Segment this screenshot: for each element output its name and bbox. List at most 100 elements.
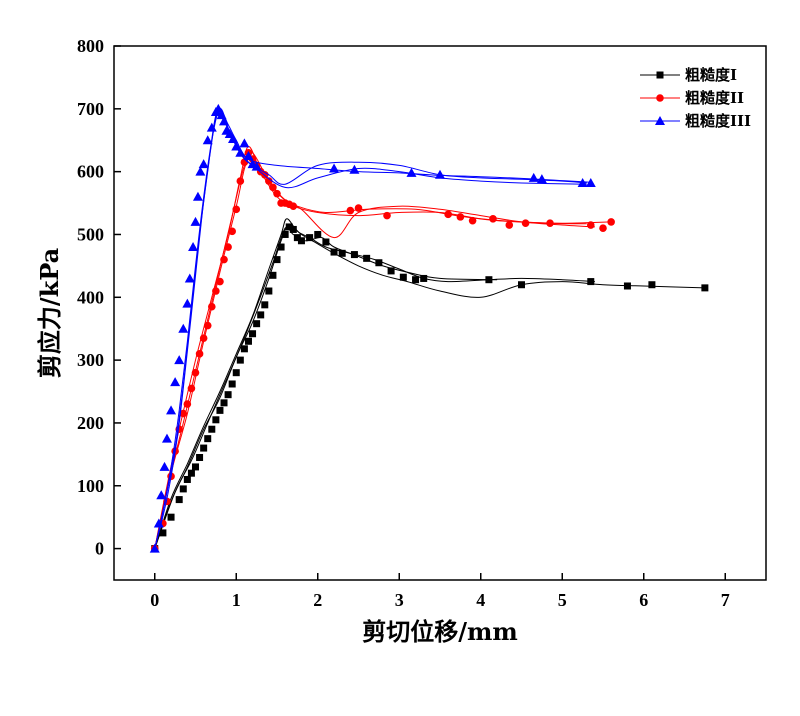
x-tick-label: 0 [150, 590, 159, 610]
series-2-point [289, 202, 298, 210]
plot-frame [113, 45, 767, 581]
series-2-point [212, 287, 220, 295]
series-2 [150, 146, 615, 553]
series-3-point [406, 167, 417, 177]
series-2-point [265, 177, 273, 185]
series-1-point [192, 463, 199, 471]
series-2-point [228, 227, 236, 236]
series-3-point [585, 177, 596, 187]
series-3-point [188, 242, 199, 252]
series-2-point [220, 255, 228, 264]
series-3-point [182, 298, 193, 308]
series-3 [149, 103, 596, 553]
series-3-point [227, 133, 238, 143]
series-2-point [224, 243, 232, 251]
series-3-point [149, 543, 160, 553]
series-3-point [239, 138, 250, 148]
series-2-point [586, 221, 595, 229]
series-1-point [387, 267, 395, 275]
series-1-point [220, 399, 228, 407]
series-1-point [587, 278, 595, 286]
series-1-point [244, 337, 252, 345]
series-1-point [253, 320, 261, 328]
series-2-point [346, 206, 355, 215]
series-2-point [203, 321, 212, 330]
x-tick-label: 5 [558, 590, 567, 610]
series-3-point [190, 216, 201, 226]
series-2-point [236, 177, 245, 185]
series-1-point [485, 276, 493, 284]
series-layer [149, 103, 709, 553]
series-1-point [159, 529, 167, 537]
series-2-point [444, 210, 452, 219]
y-tick-label: 300 [77, 350, 104, 370]
series-2-point [195, 350, 204, 358]
series-2-point [383, 211, 391, 220]
series-1-point [420, 274, 428, 282]
series-2-point [208, 302, 216, 311]
series-1-point [293, 234, 301, 242]
series-1-point [289, 225, 297, 233]
x-tick-label: 7 [721, 590, 730, 610]
series-1-point [285, 223, 293, 231]
series-3-point [435, 169, 445, 179]
series-1-point [412, 276, 420, 284]
series-1-line [154, 224, 705, 549]
series-1-point [399, 273, 407, 281]
series-3-point [202, 135, 213, 145]
axis-ticks: 0 1 2 3 4 5 6 7 0 100 200 300 400 500 600 700 800 [77, 36, 730, 610]
y-tick-label: 0 [95, 539, 104, 559]
series-1-point [236, 356, 244, 364]
series-3-point [161, 433, 172, 443]
series-1-point [261, 301, 269, 309]
series-1-point [208, 425, 216, 433]
series-1-point [216, 406, 224, 414]
y-tick-label: 800 [77, 36, 104, 56]
series-3-point [153, 518, 164, 528]
series-2-point [505, 221, 514, 229]
series-3-line [154, 111, 587, 549]
legend-label-2: 粗糙度II [685, 89, 744, 107]
series-1-point [257, 311, 265, 319]
legend-marker-1 [656, 71, 664, 79]
series-2-point [468, 216, 477, 225]
series-1-point [240, 345, 248, 353]
series-1 [151, 218, 709, 553]
series-1-point [183, 475, 191, 483]
series-2-point [354, 204, 363, 212]
series-1-point [175, 496, 183, 504]
y-tick-label: 200 [77, 413, 104, 433]
series-1-point [281, 230, 289, 238]
series-3-point [198, 159, 209, 169]
series-3-point [174, 355, 185, 365]
series-3-line [154, 107, 591, 549]
series-1-point [375, 259, 383, 267]
x-axis-title: 剪切位移/mm [362, 617, 518, 646]
series-1-point [338, 249, 346, 257]
y-tick-label: 700 [77, 99, 104, 119]
series-1-point [167, 513, 175, 521]
series-1-point [200, 444, 208, 452]
series-3-line [154, 108, 587, 549]
x-tick-label: 4 [476, 590, 485, 610]
series-1-point [179, 485, 187, 493]
y-tick-label: 100 [77, 476, 104, 496]
x-tick-label: 2 [313, 590, 322, 610]
series-1-point [224, 391, 232, 399]
series-1-point [212, 416, 220, 424]
series-2-point [216, 277, 224, 286]
series-2-point [179, 409, 188, 418]
series-1-line [154, 226, 498, 549]
series-2-point [269, 183, 277, 192]
series-1-line [154, 218, 595, 549]
x-tick-label: 1 [232, 590, 241, 610]
series-1-point [701, 284, 709, 292]
series-1-point [228, 380, 236, 388]
series-2-point [191, 368, 200, 377]
series-3-point [195, 166, 206, 176]
series-2-point [199, 334, 208, 342]
y-tick-label: 400 [77, 287, 104, 307]
series-1-point [277, 243, 285, 251]
series-3-point [251, 161, 262, 171]
